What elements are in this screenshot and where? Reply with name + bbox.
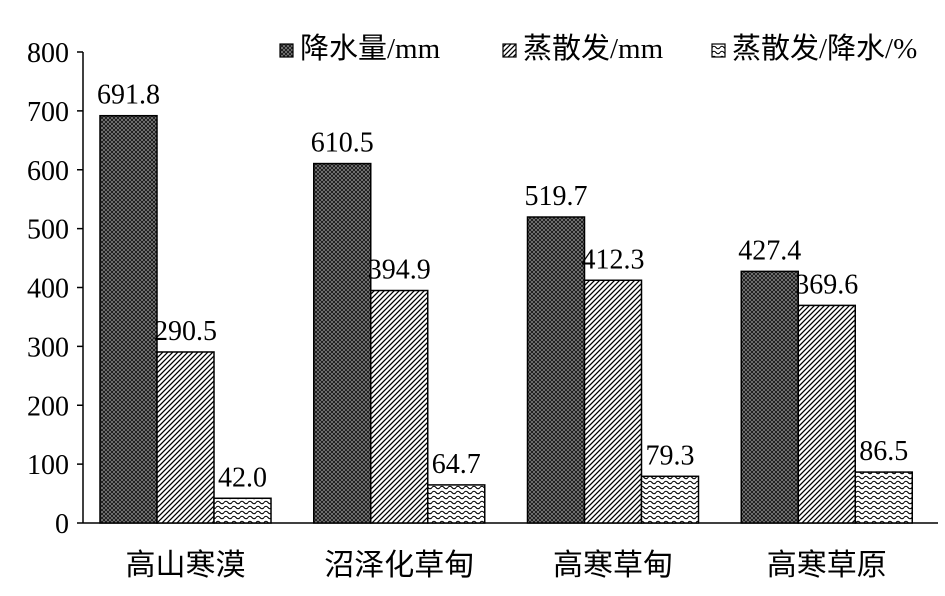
y-tick-label: 600 — [27, 156, 69, 187]
data-label: 519.7 — [525, 181, 588, 212]
bar — [854, 471, 913, 524]
legend-swatch — [502, 43, 517, 58]
data-label: 79.3 — [646, 440, 695, 471]
data-labels: 691.8 290.5 42.0 610.5 394.9 64.7 519.7 412.3 79… — [97, 80, 908, 494]
bar — [526, 216, 586, 524]
legend-label: 降水量/mm — [300, 32, 441, 65]
data-label: 394.9 — [368, 255, 431, 286]
data-label: 691.8 — [97, 80, 160, 111]
data-label: 610.5 — [311, 128, 374, 159]
data-label: 369.6 — [795, 269, 858, 300]
bar — [370, 289, 429, 524]
data-label: 412.3 — [582, 244, 645, 275]
bar — [797, 304, 856, 524]
data-label: 290.5 — [154, 316, 217, 347]
data-label: 86.5 — [859, 436, 908, 467]
y-tick-label: 500 — [27, 215, 69, 246]
bar — [313, 162, 372, 524]
legend-label: 蒸散发/mm — [523, 32, 664, 65]
legend-swatch — [711, 43, 726, 58]
y-tick-label: 0 — [55, 509, 69, 540]
bar — [213, 497, 272, 524]
x-category-label: 高山寒漠 — [126, 549, 246, 582]
x-category-label: 高寒草原 — [767, 549, 887, 582]
bar — [427, 484, 486, 524]
data-label: 42.0 — [218, 462, 267, 493]
data-label: 427.4 — [738, 235, 801, 266]
legend: 降水量/mm 蒸散发/mm 蒸散发/降水/% — [279, 32, 917, 65]
bar — [583, 279, 643, 524]
bar — [740, 270, 799, 524]
bars — [99, 114, 913, 524]
y-tick-label: 100 — [27, 450, 69, 481]
y-tick-label: 300 — [27, 332, 69, 363]
y-tick-label: 400 — [27, 274, 69, 305]
x-category-label: 沼泽化草甸 — [324, 549, 474, 582]
bar — [99, 114, 158, 524]
y-tick-label: 700 — [27, 97, 69, 128]
bar — [156, 351, 215, 524]
legend-label: 蒸散发/降水/% — [732, 32, 917, 65]
data-label: 64.7 — [432, 449, 481, 480]
legend-swatch — [279, 43, 294, 58]
bar — [640, 475, 700, 524]
axes: 0 100 200 300 400 500 600 700 800 高山寒漠 沼泽化草甸 高寒草甸 高寒… — [27, 38, 938, 582]
y-tick-label: 200 — [27, 391, 69, 422]
x-category-label: 高寒草甸 — [553, 549, 673, 582]
y-tick-label: 800 — [27, 38, 69, 69]
